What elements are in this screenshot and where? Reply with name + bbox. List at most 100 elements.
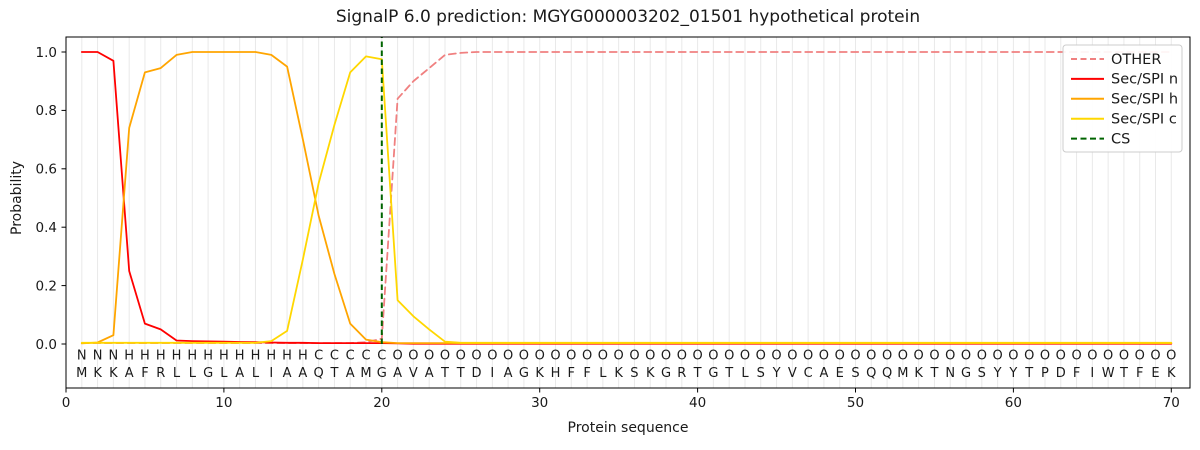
sequence-letter: S — [757, 366, 765, 381]
sequence-letter: I — [269, 366, 273, 381]
sequence-letter: V — [788, 366, 797, 381]
region-label-letter: H — [235, 349, 245, 364]
region-label-letter: O — [566, 349, 576, 364]
y-axis-label: Probability — [9, 161, 25, 235]
x-tick-label: 30 — [531, 395, 548, 411]
region-label-letter: O — [708, 349, 718, 364]
sequence-letter: L — [173, 366, 181, 381]
y-tick-label: 0.4 — [36, 220, 57, 236]
region-label-letter: O — [740, 349, 750, 364]
x-tick-label: 10 — [215, 395, 232, 411]
sequence-letter: T — [329, 366, 338, 381]
sequence-letter: T — [440, 366, 449, 381]
x-axis: 0 10 20 30 40 50 60 70 — [62, 388, 1180, 411]
sequence-letter: K — [614, 366, 623, 381]
sequence-letter: G — [708, 366, 718, 381]
region-label-letter: O — [1103, 349, 1113, 364]
sequence-letter: Y — [1008, 366, 1017, 381]
sequence-letter: A — [235, 366, 244, 381]
y-axis: 0.0 0.2 0.4 0.6 0.8 1.0 — [36, 45, 66, 353]
sequence-letter: M — [897, 366, 908, 381]
sequence-letter: L — [189, 366, 197, 381]
sequence-letter: K — [914, 366, 923, 381]
region-label-letter: O — [471, 349, 481, 364]
region-label-letter: O — [550, 349, 560, 364]
sequence-letter: A — [819, 366, 828, 381]
region-label-letter: O — [614, 349, 624, 364]
region-label-letter: H — [187, 349, 197, 364]
legend: OTHER Sec/SPI n Sec/SPI h Sec/SPI c CS — [1062, 44, 1183, 153]
legend-box — [1062, 44, 1183, 153]
region-label-letter: O — [456, 349, 466, 364]
sequence-letter: S — [978, 366, 986, 381]
sequence-letter: G — [519, 366, 529, 381]
region-label-letter: O — [692, 349, 702, 364]
sequence-letter: L — [252, 366, 260, 381]
region-label-letter: O — [598, 349, 608, 364]
sequence-letter: T — [929, 366, 938, 381]
series-line-sec-spi-n — [80, 51, 1173, 345]
sequence-letter: L — [741, 366, 749, 381]
sequence-letter: A — [283, 366, 292, 381]
region-label-letter: O — [519, 349, 529, 364]
x-tick-label: 20 — [373, 395, 390, 411]
sequence-letter: H — [551, 366, 561, 381]
region-label-letter: O — [1119, 349, 1129, 364]
region-label-letter: H — [124, 349, 134, 364]
plot-border — [65, 36, 1191, 389]
region-label-letter: O — [440, 349, 450, 364]
sequence-letter: A — [425, 366, 434, 381]
sequence-letter: P — [1041, 366, 1049, 381]
region-label-letter: O — [487, 349, 497, 364]
series-line-other — [80, 51, 1173, 344]
grid — [81, 37, 1172, 388]
sequence-letter: A — [393, 366, 402, 381]
sequence-letter: F — [141, 366, 148, 381]
region-label-letter: H — [266, 349, 276, 364]
sequence-letter: S — [851, 366, 859, 381]
sequence-letter: G — [961, 366, 971, 381]
region-label-letter: O — [787, 349, 797, 364]
region-label-letter: O — [1150, 349, 1160, 364]
series-line-sec-spi-c — [80, 55, 1173, 344]
sequence-letter: M — [360, 366, 371, 381]
sequence-letter: A — [298, 366, 307, 381]
sequence-letter: T — [693, 366, 702, 381]
sequence-letter: G — [203, 366, 213, 381]
region-label-letter: O — [866, 349, 876, 364]
sequence-letter: M — [76, 366, 87, 381]
sequence-letter: Y — [772, 366, 781, 381]
sequence-letter: K — [93, 366, 102, 381]
region-label-letter: H — [172, 349, 182, 364]
sequence-letter: K — [1167, 366, 1176, 381]
region-label-letter: O — [677, 349, 687, 364]
sequence-letter: R — [156, 366, 165, 381]
legend-label: OTHER — [1111, 52, 1161, 68]
region-label-letter: O — [424, 349, 434, 364]
sequence-letter: F — [1136, 366, 1143, 381]
region-label-letter: O — [945, 349, 955, 364]
legend-item-sec-spi-n: Sec/SPI n — [1071, 72, 1178, 88]
region-label-letter: O — [1166, 349, 1176, 364]
region-label-letter: O — [1087, 349, 1097, 364]
legend-label: Sec/SPI c — [1111, 112, 1177, 128]
residue-rows: NMNKNKHAHFHRHLHLHGHLHAHLHIHAHACQCTCACMCG… — [76, 349, 1176, 382]
sequence-letter: W — [1102, 366, 1115, 381]
region-label-letter: O — [582, 349, 592, 364]
sequence-letter: F — [583, 366, 590, 381]
region-label-letter: O — [1024, 349, 1034, 364]
legend-item-cs: CS — [1071, 131, 1130, 147]
sequence-letter: I — [490, 366, 494, 381]
sequence-letter: L — [599, 366, 607, 381]
sequence-letter: G — [377, 366, 387, 381]
y-tick-label: 1.0 — [36, 45, 57, 61]
region-label-letter: O — [914, 349, 924, 364]
region-label-letter: O — [977, 349, 987, 364]
sequence-letter: Q — [866, 366, 876, 381]
series-line-sec-spi-h — [80, 51, 1173, 345]
y-tick-label: 0.2 — [36, 278, 57, 294]
region-label-letter: O — [882, 349, 892, 364]
region-label-letter: O — [1040, 349, 1050, 364]
